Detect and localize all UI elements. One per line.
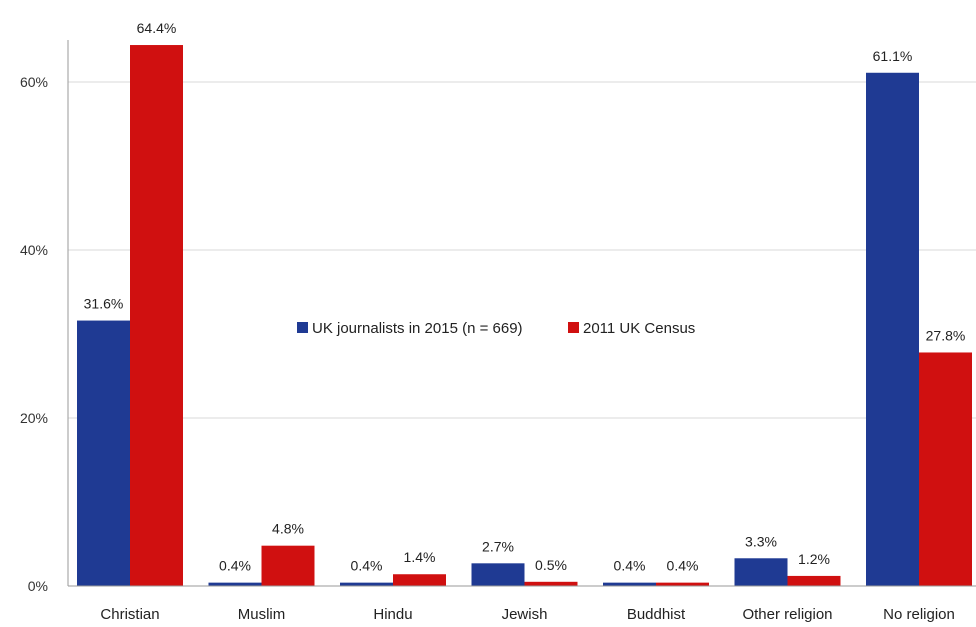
bar-census-buddhist — [656, 582, 709, 586]
bar-census-no-religion — [919, 352, 972, 586]
legend-label: UK journalists in 2015 (n = 669) — [312, 320, 523, 337]
bar-journalists-jewish — [471, 563, 525, 586]
x-tick-label: Buddhist — [627, 606, 686, 623]
x-tick-label: Muslim — [238, 606, 286, 623]
y-axis: 0% 20% 40% 60% — [20, 40, 69, 594]
y-tick-label: 60% — [20, 74, 48, 90]
bar-journalists-other-religion — [734, 558, 788, 586]
bars — [77, 45, 972, 587]
y-tick-label: 0% — [28, 578, 48, 594]
data-label: 0.4% — [219, 558, 251, 574]
bar-journalists-christian — [77, 320, 130, 586]
bar-journalists-buddhist — [603, 582, 656, 586]
bar-journalists-no-religion — [866, 72, 919, 586]
data-label: 64.4% — [137, 20, 177, 36]
data-label: 0.4% — [614, 558, 646, 574]
bar-census-hindu — [393, 574, 446, 586]
data-label: 0.4% — [351, 558, 383, 574]
bar-census-muslim — [261, 545, 315, 586]
data-label: 0.4% — [667, 558, 699, 574]
legend-swatch — [568, 322, 579, 333]
data-label: 0.5% — [535, 557, 567, 573]
data-label: 4.8% — [272, 521, 304, 537]
data-label: 31.6% — [84, 296, 124, 312]
data-label: 3.3% — [745, 533, 777, 549]
bar-census-other-religion — [787, 575, 841, 586]
bar-census-jewish — [524, 581, 578, 586]
data-label: 1.4% — [404, 549, 436, 565]
data-labels: 31.6% 64.4% 0.4% 4.8% 0.4% 1.4% 2.7% 0.5% 0.4% 0.… — [84, 20, 966, 574]
bar-journalists-muslim — [208, 582, 262, 586]
x-tick-label: Christian — [100, 606, 159, 623]
legend-label: 2011 UK Census — [583, 320, 695, 337]
data-label: 2.7% — [482, 538, 514, 554]
data-label: 1.2% — [798, 551, 830, 567]
x-tick-label: Hindu — [373, 606, 412, 623]
x-tick-label: Jewish — [502, 606, 548, 623]
x-axis: Christian Muslim Hindu Jewish Buddhist Other … — [68, 585, 976, 623]
legend: UK journalists in 2015 (n = 669) 2011 UK … — [297, 320, 695, 337]
y-tick-label: 20% — [20, 410, 48, 426]
bar-census-christian — [130, 45, 183, 587]
bar-journalists-hindu — [340, 582, 393, 586]
x-tick-label: No religion — [883, 606, 955, 623]
data-label: 27.8% — [926, 327, 966, 343]
data-label: 61.1% — [873, 48, 913, 64]
x-tick-label: Other religion — [742, 606, 832, 623]
legend-swatch — [297, 322, 308, 333]
y-tick-label: 40% — [20, 242, 48, 258]
gridlines — [68, 81, 976, 419]
